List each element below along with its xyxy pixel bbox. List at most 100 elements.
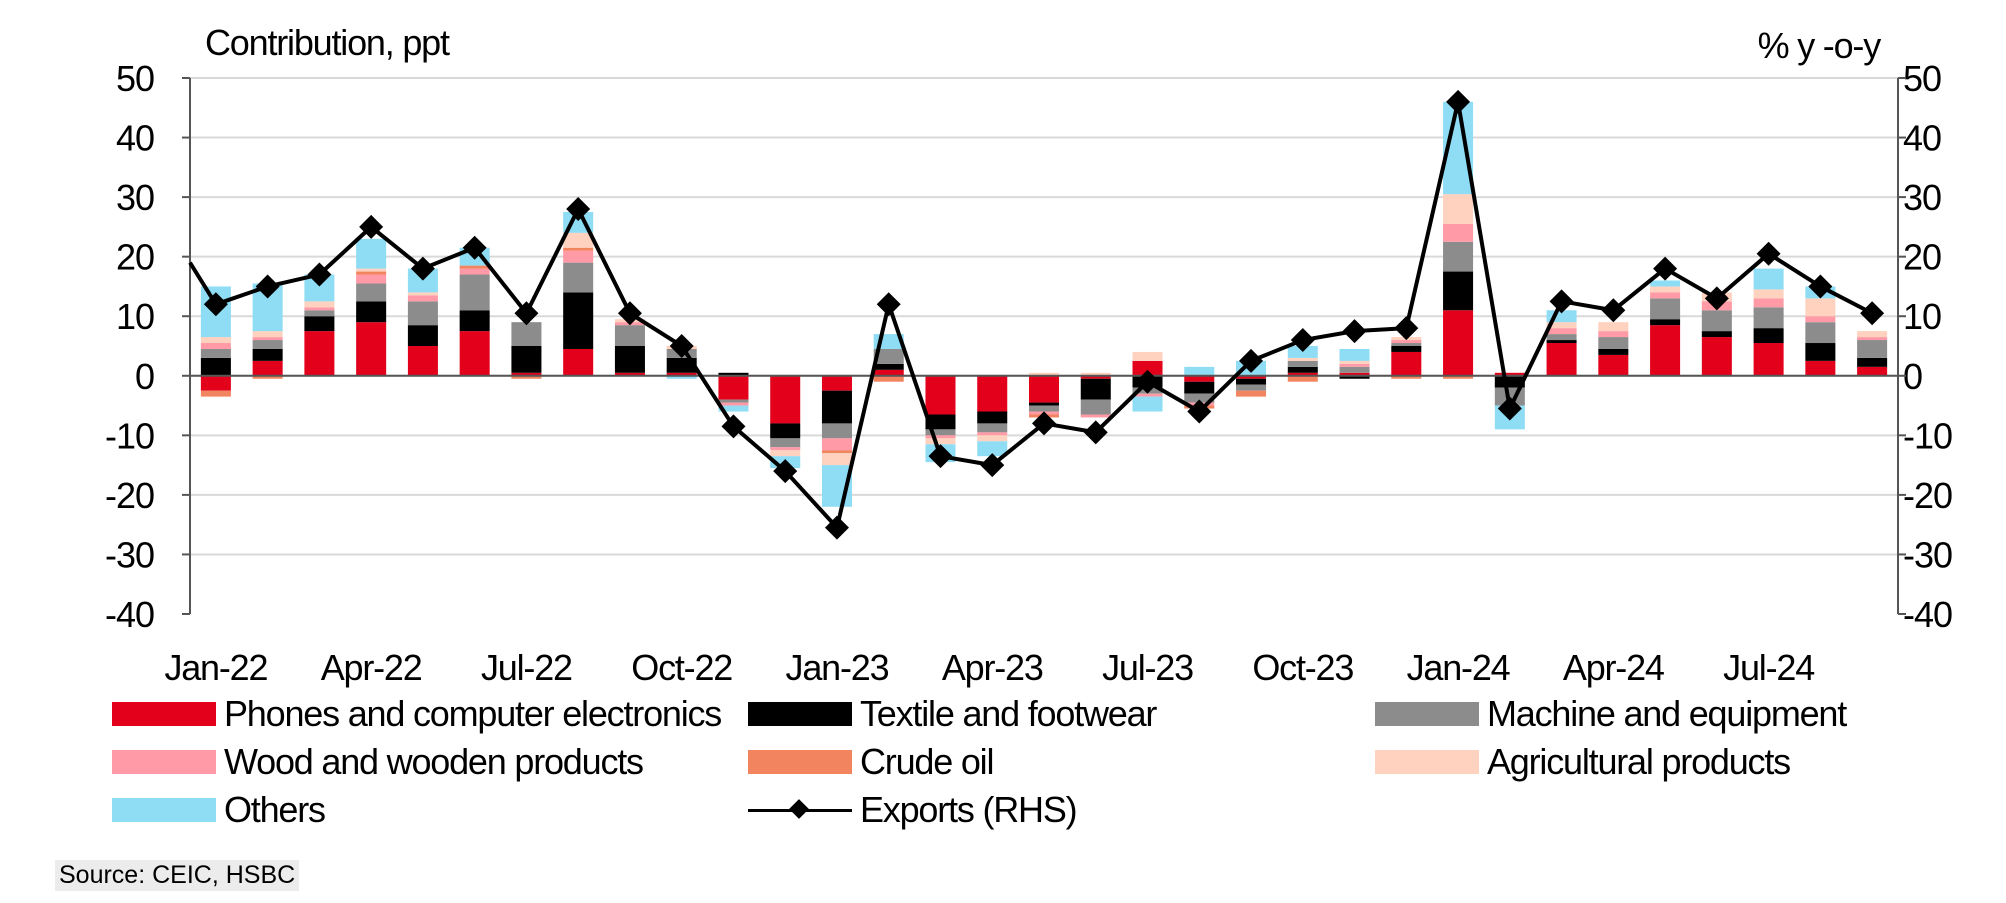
bar-segment <box>407 292 438 296</box>
bar-segment <box>925 414 956 430</box>
legend-swatch <box>1375 702 1479 726</box>
legend-label: Textile and footwear <box>860 693 1157 734</box>
bar-segment <box>614 372 645 376</box>
bar-segment <box>1443 375 1474 379</box>
exports-point <box>1601 298 1626 323</box>
stacked-bars <box>200 101 1888 507</box>
bar-segment <box>1339 366 1370 373</box>
bar-segment <box>1028 372 1060 376</box>
bar-segment <box>252 348 283 361</box>
left-tick-label: -30 <box>105 534 154 575</box>
x-tick-label: Oct-23 <box>1252 647 1353 688</box>
legend-label: Phones and computer electronics <box>224 693 722 734</box>
bar-segment <box>200 337 231 344</box>
bar-segment <box>1598 348 1629 355</box>
legend-label: Wood and wooden products <box>224 741 644 782</box>
bar-segment <box>1857 337 1888 341</box>
right-tick-label: -20 <box>1903 475 1952 516</box>
exports-point <box>617 301 642 326</box>
bar-segment <box>1339 375 1370 379</box>
legend-item-exports: Exports (RHS) <box>748 788 1078 832</box>
bar-segment <box>1753 298 1784 308</box>
bar-segment <box>356 274 387 284</box>
bar-segment <box>1028 402 1060 406</box>
legend-item-agricultural: Agricultural products <box>1375 740 1791 784</box>
legend-label: Agricultural products <box>1487 741 1791 782</box>
bar-segment <box>873 375 904 382</box>
exports-point <box>1083 420 1108 445</box>
exports-point <box>566 197 591 222</box>
bar-segment <box>1650 280 1681 287</box>
exports-point <box>669 334 694 358</box>
bar-segment <box>1391 340 1422 344</box>
bar-segment <box>1028 375 1060 403</box>
bar-segment <box>873 348 904 364</box>
bar-segment <box>252 340 283 349</box>
bar-segment <box>770 423 801 439</box>
bar-segment <box>1546 310 1577 323</box>
legend-label: Exports (RHS) <box>860 789 1078 830</box>
bar-segment <box>511 322 542 346</box>
bar-segment <box>252 360 283 376</box>
bar-segment <box>718 402 749 406</box>
bar-segment <box>200 390 231 397</box>
bar-segment <box>1805 322 1836 344</box>
bar-segment <box>1287 375 1318 382</box>
bar-segment <box>356 238 387 269</box>
bar-segment <box>1857 340 1888 358</box>
legend-swatch <box>748 702 852 726</box>
legend-label: Crude oil <box>860 741 994 782</box>
x-tick-label: Apr-23 <box>942 647 1043 688</box>
bar-segment <box>718 372 749 376</box>
gridlines <box>190 77 1898 556</box>
x-tick-label: Apr-22 <box>321 647 422 688</box>
bar-segment <box>459 265 490 269</box>
bar-segment <box>1650 286 1681 293</box>
x-tick-label: Jan-23 <box>786 647 889 688</box>
bar-segment <box>1701 310 1732 332</box>
bar-segment <box>1857 366 1888 376</box>
bar-segment <box>511 375 542 379</box>
exports-point <box>1704 286 1729 311</box>
exports-point <box>980 453 1005 478</box>
bar-segment <box>563 250 594 263</box>
bar-segment <box>1753 343 1784 376</box>
bar-segment <box>1753 268 1784 290</box>
bar-segment <box>1857 357 1888 367</box>
exports-point <box>1549 289 1574 314</box>
exports-point <box>876 292 901 317</box>
bar-segment <box>304 331 335 376</box>
left-tick-label: 30 <box>116 177 154 218</box>
bar-segment <box>459 268 490 275</box>
bar-segment <box>925 375 956 415</box>
bar-segment <box>200 343 231 349</box>
legend-swatch <box>1375 750 1479 774</box>
bar-segment <box>1650 325 1681 376</box>
bar-segment <box>407 325 438 346</box>
exports-point <box>773 459 798 484</box>
bar-segment <box>977 411 1008 424</box>
bar-segment <box>459 310 490 332</box>
bar-segment <box>1753 328 1784 344</box>
bar-segment <box>356 322 387 376</box>
bar-segment <box>1443 310 1474 376</box>
bar-segment <box>770 438 801 448</box>
bar-segment <box>252 375 283 379</box>
bar-segment <box>1546 322 1577 329</box>
source-note: Source: CEIC, HSBC <box>55 860 300 891</box>
bar-segment <box>821 450 852 454</box>
bar-segment <box>821 375 852 391</box>
bar-segment <box>718 399 749 403</box>
bar-segment <box>1546 328 1577 335</box>
bar-segment <box>252 337 283 341</box>
right-tick-label: -10 <box>1903 415 1952 456</box>
x-tick-label: Apr-24 <box>1563 647 1664 688</box>
right-tick-label: 30 <box>1903 177 1941 218</box>
exports-point <box>1808 274 1833 299</box>
legend-item-others: Others <box>112 788 326 832</box>
legend-swatch <box>112 702 216 726</box>
bar-segment <box>666 372 697 376</box>
legend-item-machine: Machine and equipment <box>1375 692 1847 736</box>
legend: Phones and computer electronics Textile … <box>112 692 1982 842</box>
x-tick-label: Jul-22 <box>481 647 572 688</box>
